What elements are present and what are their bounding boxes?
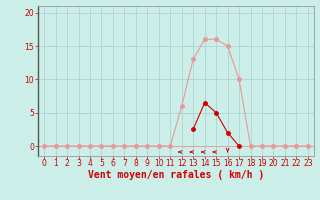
X-axis label: Vent moyen/en rafales ( km/h ): Vent moyen/en rafales ( km/h )	[88, 170, 264, 180]
